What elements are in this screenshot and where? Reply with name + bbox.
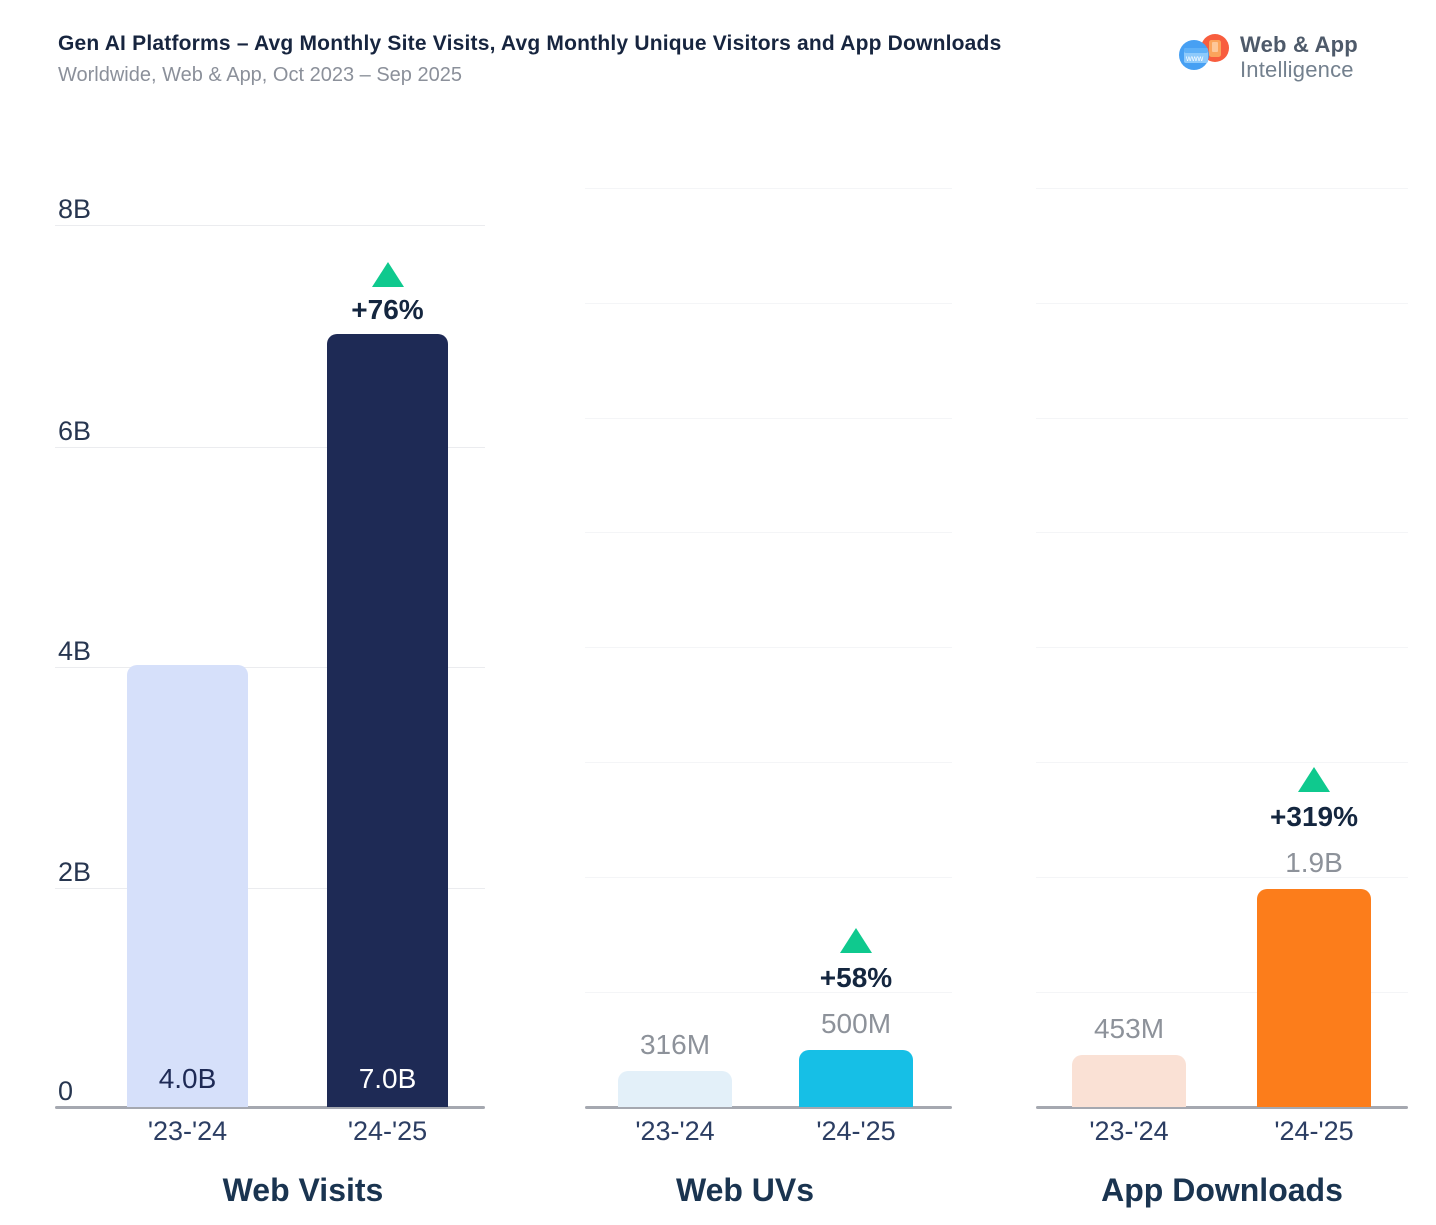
growth-percent-label: +319%	[1270, 801, 1358, 832]
gridline	[585, 302, 952, 304]
bar-web-uvs-23-24[interactable]	[618, 1071, 732, 1107]
bar-web-visits-24-25[interactable]	[327, 334, 448, 1107]
gridline	[585, 647, 952, 649]
bar-value-label: 4.0B	[158, 1063, 217, 1094]
web-app-logo-icon: www	[1179, 34, 1229, 70]
bar-web-uvs-24-25[interactable]	[799, 1050, 913, 1107]
gridline	[1036, 647, 1408, 649]
y-axis-label: 4B	[58, 636, 92, 666]
gridline	[1036, 302, 1408, 304]
gridline	[1036, 762, 1408, 763]
growth-arrow-icon	[1298, 767, 1330, 792]
x-axis-label: '23-'24	[147, 1116, 228, 1146]
gridline	[55, 887, 485, 889]
bar-value-label: 316M	[639, 1029, 711, 1060]
gridline	[1036, 876, 1408, 878]
gridline	[55, 667, 485, 668]
x-axis-label: '24-'25	[1274, 1116, 1354, 1146]
growth-arrow-icon	[371, 262, 404, 287]
panel-title-web-uvs: Web UVs	[675, 1172, 815, 1208]
gridline	[1036, 188, 1408, 189]
gridline	[585, 991, 952, 993]
brand-name-secondary: Intelligence	[1240, 56, 1354, 82]
y-axis-label: 2B	[58, 856, 92, 887]
growth-arrow-icon	[840, 928, 872, 953]
panel-title-web-visits: Web Visits	[222, 1172, 384, 1208]
x-axis-label: '23-'24	[1089, 1116, 1169, 1146]
gridline	[1036, 532, 1408, 534]
bar-app-downloads-24-25[interactable]	[1257, 889, 1371, 1107]
gridline	[1036, 417, 1408, 419]
bar-value-label: 7.0B	[358, 1063, 417, 1094]
gridline	[55, 446, 485, 448]
growth-percent-label: +58%	[819, 962, 893, 993]
x-axis-label: '23-'24	[635, 1116, 715, 1146]
x-axis-line	[1036, 1106, 1408, 1109]
gridline	[585, 762, 952, 763]
gridline	[55, 225, 485, 226]
brand-name: Web & App	[1240, 32, 1358, 57]
bar-value-label: 1.9B	[1285, 847, 1343, 878]
bar-web-visits-23-24[interactable]	[127, 665, 248, 1107]
gridline	[585, 532, 952, 534]
page-title: Gen AI Platforms – Avg Monthly Site Visi…	[58, 32, 1002, 55]
gridline	[585, 188, 952, 189]
gridline	[585, 417, 952, 419]
y-axis-label: 8B	[58, 194, 92, 224]
x-axis-line	[55, 1106, 485, 1109]
bar-app-downloads-23-24[interactable]	[1072, 1055, 1186, 1107]
growth-percent-label: +76%	[351, 294, 424, 325]
gridline	[1036, 991, 1408, 993]
y-axis-label: 6B	[58, 415, 92, 446]
x-axis-line	[585, 1106, 952, 1109]
gridline	[585, 876, 952, 878]
bar-value-label: 453M	[1093, 1013, 1165, 1044]
x-axis-label: '24-'25	[816, 1116, 896, 1146]
bar-value-label: 500M	[820, 1008, 892, 1039]
y-axis-label: 0	[58, 1076, 74, 1106]
svg-text:www: www	[1185, 54, 1204, 63]
brand-logo: www Web & App Intelligence	[1178, 32, 1358, 82]
page-subtitle: Worldwide, Web & App, Oct 2023 – Sep 202…	[58, 64, 462, 86]
panel-title-app-downloads: App Downloads	[1101, 1172, 1343, 1208]
x-axis-label: '24-'25	[347, 1116, 428, 1146]
